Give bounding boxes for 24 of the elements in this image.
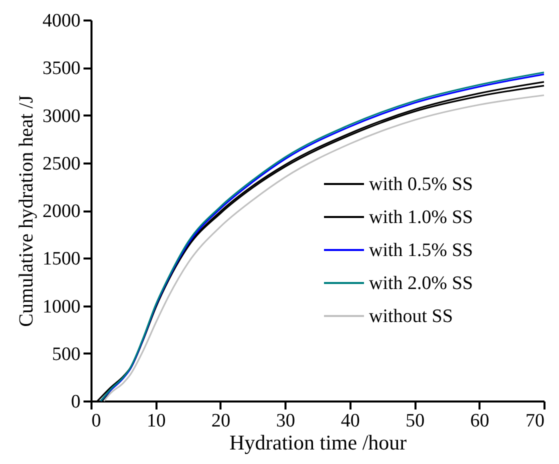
x-tick-label: 0 [92,410,101,432]
x-tick-label: 20 [211,410,230,432]
y-tick-label: 3500 [42,58,80,80]
y-tick-label: 4000 [42,10,80,32]
y-tick-label: 1000 [42,296,80,318]
y-tick-label: 2000 [42,201,80,222]
legend-label: with 0.5% SS [369,174,473,195]
legend-label: without SS [369,306,453,327]
x-axis-title: Hydration time /hour [229,430,407,454]
x-tick-label: 40 [340,410,360,432]
y-tick-label: 3000 [42,106,80,127]
x-tick-label: 70 [526,410,544,432]
legend-label: with 1.0% SS [369,207,473,228]
x-tick-label: 10 [146,410,166,432]
y-tick-label: 0 [71,392,80,412]
y-tick-label: 2500 [42,153,80,174]
y-tick-label: 500 [52,344,80,365]
x-tick-label: 50 [406,410,425,432]
legend-label: with 1.5% SS [369,240,473,261]
x-tick-label: 60 [470,410,490,432]
legend-label: with 2.0% SS [369,273,473,294]
y-axis-title: Cumulative hydration heat /J [16,94,38,327]
y-tick-label: 1500 [42,248,80,270]
x-tick-label: 30 [276,410,296,432]
